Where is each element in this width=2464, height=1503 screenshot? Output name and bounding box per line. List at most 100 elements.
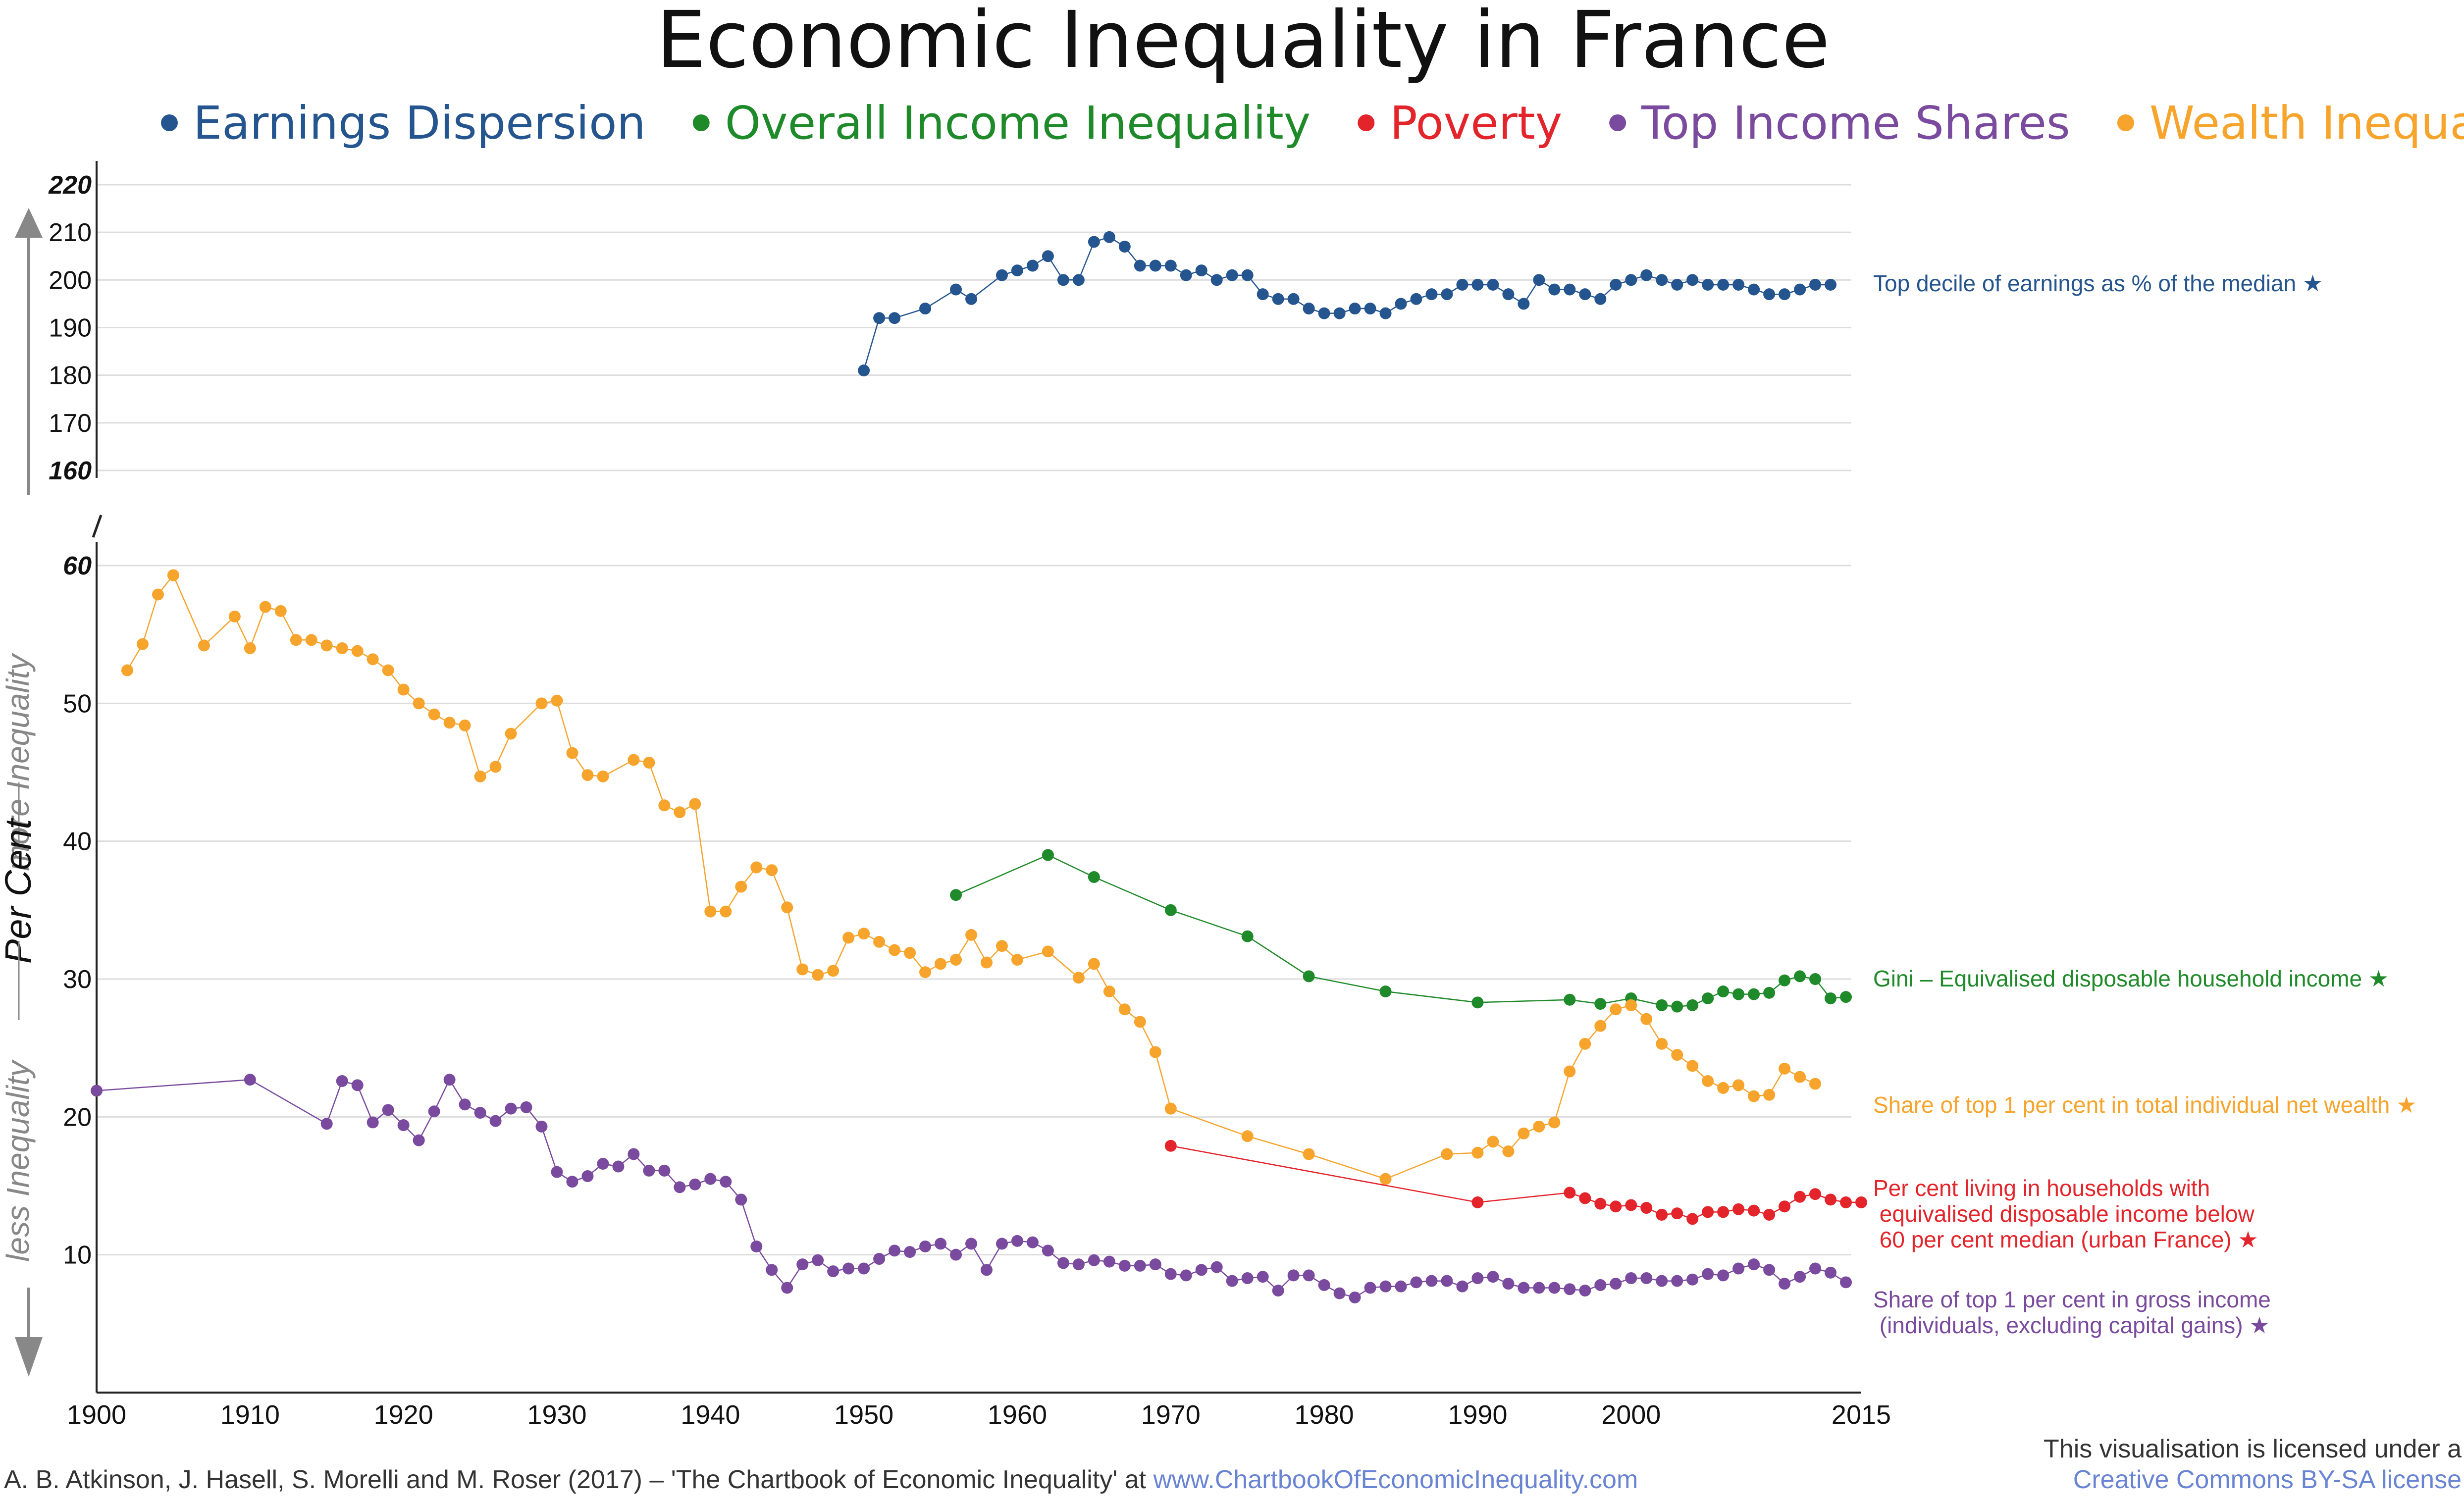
footer: A. B. Atkinson, J. Hasell, S. Morelli an… [4, 1435, 2462, 1494]
legend-item[interactable]: Overall Income Inequality [692, 97, 1311, 150]
data-point [443, 1074, 456, 1086]
data-point [1702, 1075, 1714, 1087]
data-point [1241, 1272, 1254, 1284]
data-point [1164, 1102, 1177, 1115]
data-point [1717, 1082, 1730, 1094]
legend-marker [161, 114, 178, 131]
legend: Earnings Dispersion Overall Income Inequa… [161, 97, 2464, 150]
series-overall-income-inequality [950, 849, 1852, 1013]
data-point [1164, 1140, 1177, 1152]
data-point [735, 881, 747, 893]
data-point [1671, 1275, 1683, 1287]
data-point [674, 1181, 686, 1193]
down-arrow-icon [15, 1337, 43, 1377]
data-point [1610, 1200, 1622, 1213]
data-point [1180, 269, 1192, 281]
data-point [443, 717, 456, 729]
data-point [1118, 241, 1131, 253]
legend-item[interactable]: Earnings Dispersion [161, 97, 646, 150]
data-point [1548, 283, 1561, 296]
series-label: Gini – Equivalised disposable household … [1873, 966, 2389, 991]
data-point [1272, 1285, 1284, 1297]
data-point [474, 770, 486, 782]
data-point [581, 769, 594, 781]
legend-item[interactable]: Poverty [1358, 97, 1562, 150]
data-point [1210, 1261, 1223, 1273]
data-point [1625, 1199, 1637, 1211]
footer-credit-link[interactable]: www.ChartbookOfEconomicInequality.com [1153, 1465, 1638, 1494]
data-point [1333, 1287, 1346, 1299]
license-link[interactable]: Creative Commons BY-SA license [2073, 1465, 2462, 1494]
data-point [336, 642, 348, 654]
y-tick-label: 170 [49, 409, 92, 438]
axis-break-mark [92, 515, 103, 538]
legend-marker [2117, 114, 2134, 131]
data-point [336, 1075, 348, 1087]
data-point [1026, 259, 1039, 272]
data-point [1303, 1269, 1315, 1282]
series [91, 231, 1867, 1303]
data-point [1011, 1235, 1023, 1247]
data-point [1748, 1090, 1760, 1102]
data-point [1364, 1282, 1376, 1294]
data-point [1303, 970, 1315, 983]
data-point [535, 1120, 548, 1133]
data-point [1364, 303, 1376, 315]
data-point [1471, 278, 1484, 291]
data-point [1072, 1258, 1085, 1271]
data-point [1686, 1060, 1699, 1072]
footer-credit-text: A. B. Atkinson, J. Hasell, S. Morelli an… [4, 1465, 1153, 1494]
data-point [1410, 293, 1422, 305]
data-point [1809, 1078, 1822, 1090]
legend-item[interactable]: Top Income Shares [1609, 97, 2070, 150]
data-point [535, 697, 548, 710]
data-point [1625, 999, 1637, 1011]
data-point [1487, 1136, 1499, 1148]
data-point [1656, 999, 1668, 1011]
data-point [1226, 269, 1238, 281]
legend-item[interactable]: Wealth Inequality [2117, 97, 2464, 150]
data-point [1042, 945, 1054, 958]
data-point [1748, 988, 1760, 1000]
data-point [1594, 1279, 1607, 1291]
data-point [1564, 993, 1576, 1006]
data-point [351, 1079, 364, 1091]
data-point [1042, 250, 1054, 262]
data-point [1579, 288, 1591, 301]
data-point [1732, 988, 1745, 1000]
data-point [1717, 1206, 1730, 1218]
data-point [1441, 288, 1453, 301]
data-point [1825, 992, 1837, 1004]
data-point [1257, 288, 1269, 301]
data-point [1794, 1191, 1806, 1203]
data-point [950, 889, 962, 901]
data-point [689, 798, 701, 810]
data-point [1748, 1258, 1760, 1271]
y-tick-label: 30 [63, 965, 92, 994]
up-arrow-icon [15, 208, 43, 238]
data-point [950, 1248, 962, 1261]
data-point [1763, 1088, 1776, 1101]
data-point [1656, 1275, 1668, 1287]
data-point [305, 634, 317, 646]
data-point [996, 940, 1008, 952]
data-point [1702, 1268, 1714, 1280]
data-point [1456, 1280, 1468, 1293]
data-point [121, 664, 133, 676]
data-point [1042, 1244, 1054, 1257]
data-point [1732, 1203, 1745, 1215]
data-point [320, 639, 333, 652]
series-line [126, 574, 1816, 1180]
data-point [1257, 1271, 1269, 1283]
data-point [1379, 1280, 1392, 1293]
data-point [1072, 274, 1085, 286]
data-point [720, 1176, 732, 1188]
data-point [1088, 1254, 1100, 1266]
data-point [136, 638, 149, 650]
x-tick-label: 1980 [1295, 1400, 1354, 1430]
x-tick-label: 1970 [1141, 1400, 1201, 1430]
data-point [1057, 1257, 1069, 1269]
data-point [1303, 303, 1315, 315]
x-tick-label: 1930 [527, 1400, 586, 1430]
data-point [1579, 1285, 1591, 1297]
